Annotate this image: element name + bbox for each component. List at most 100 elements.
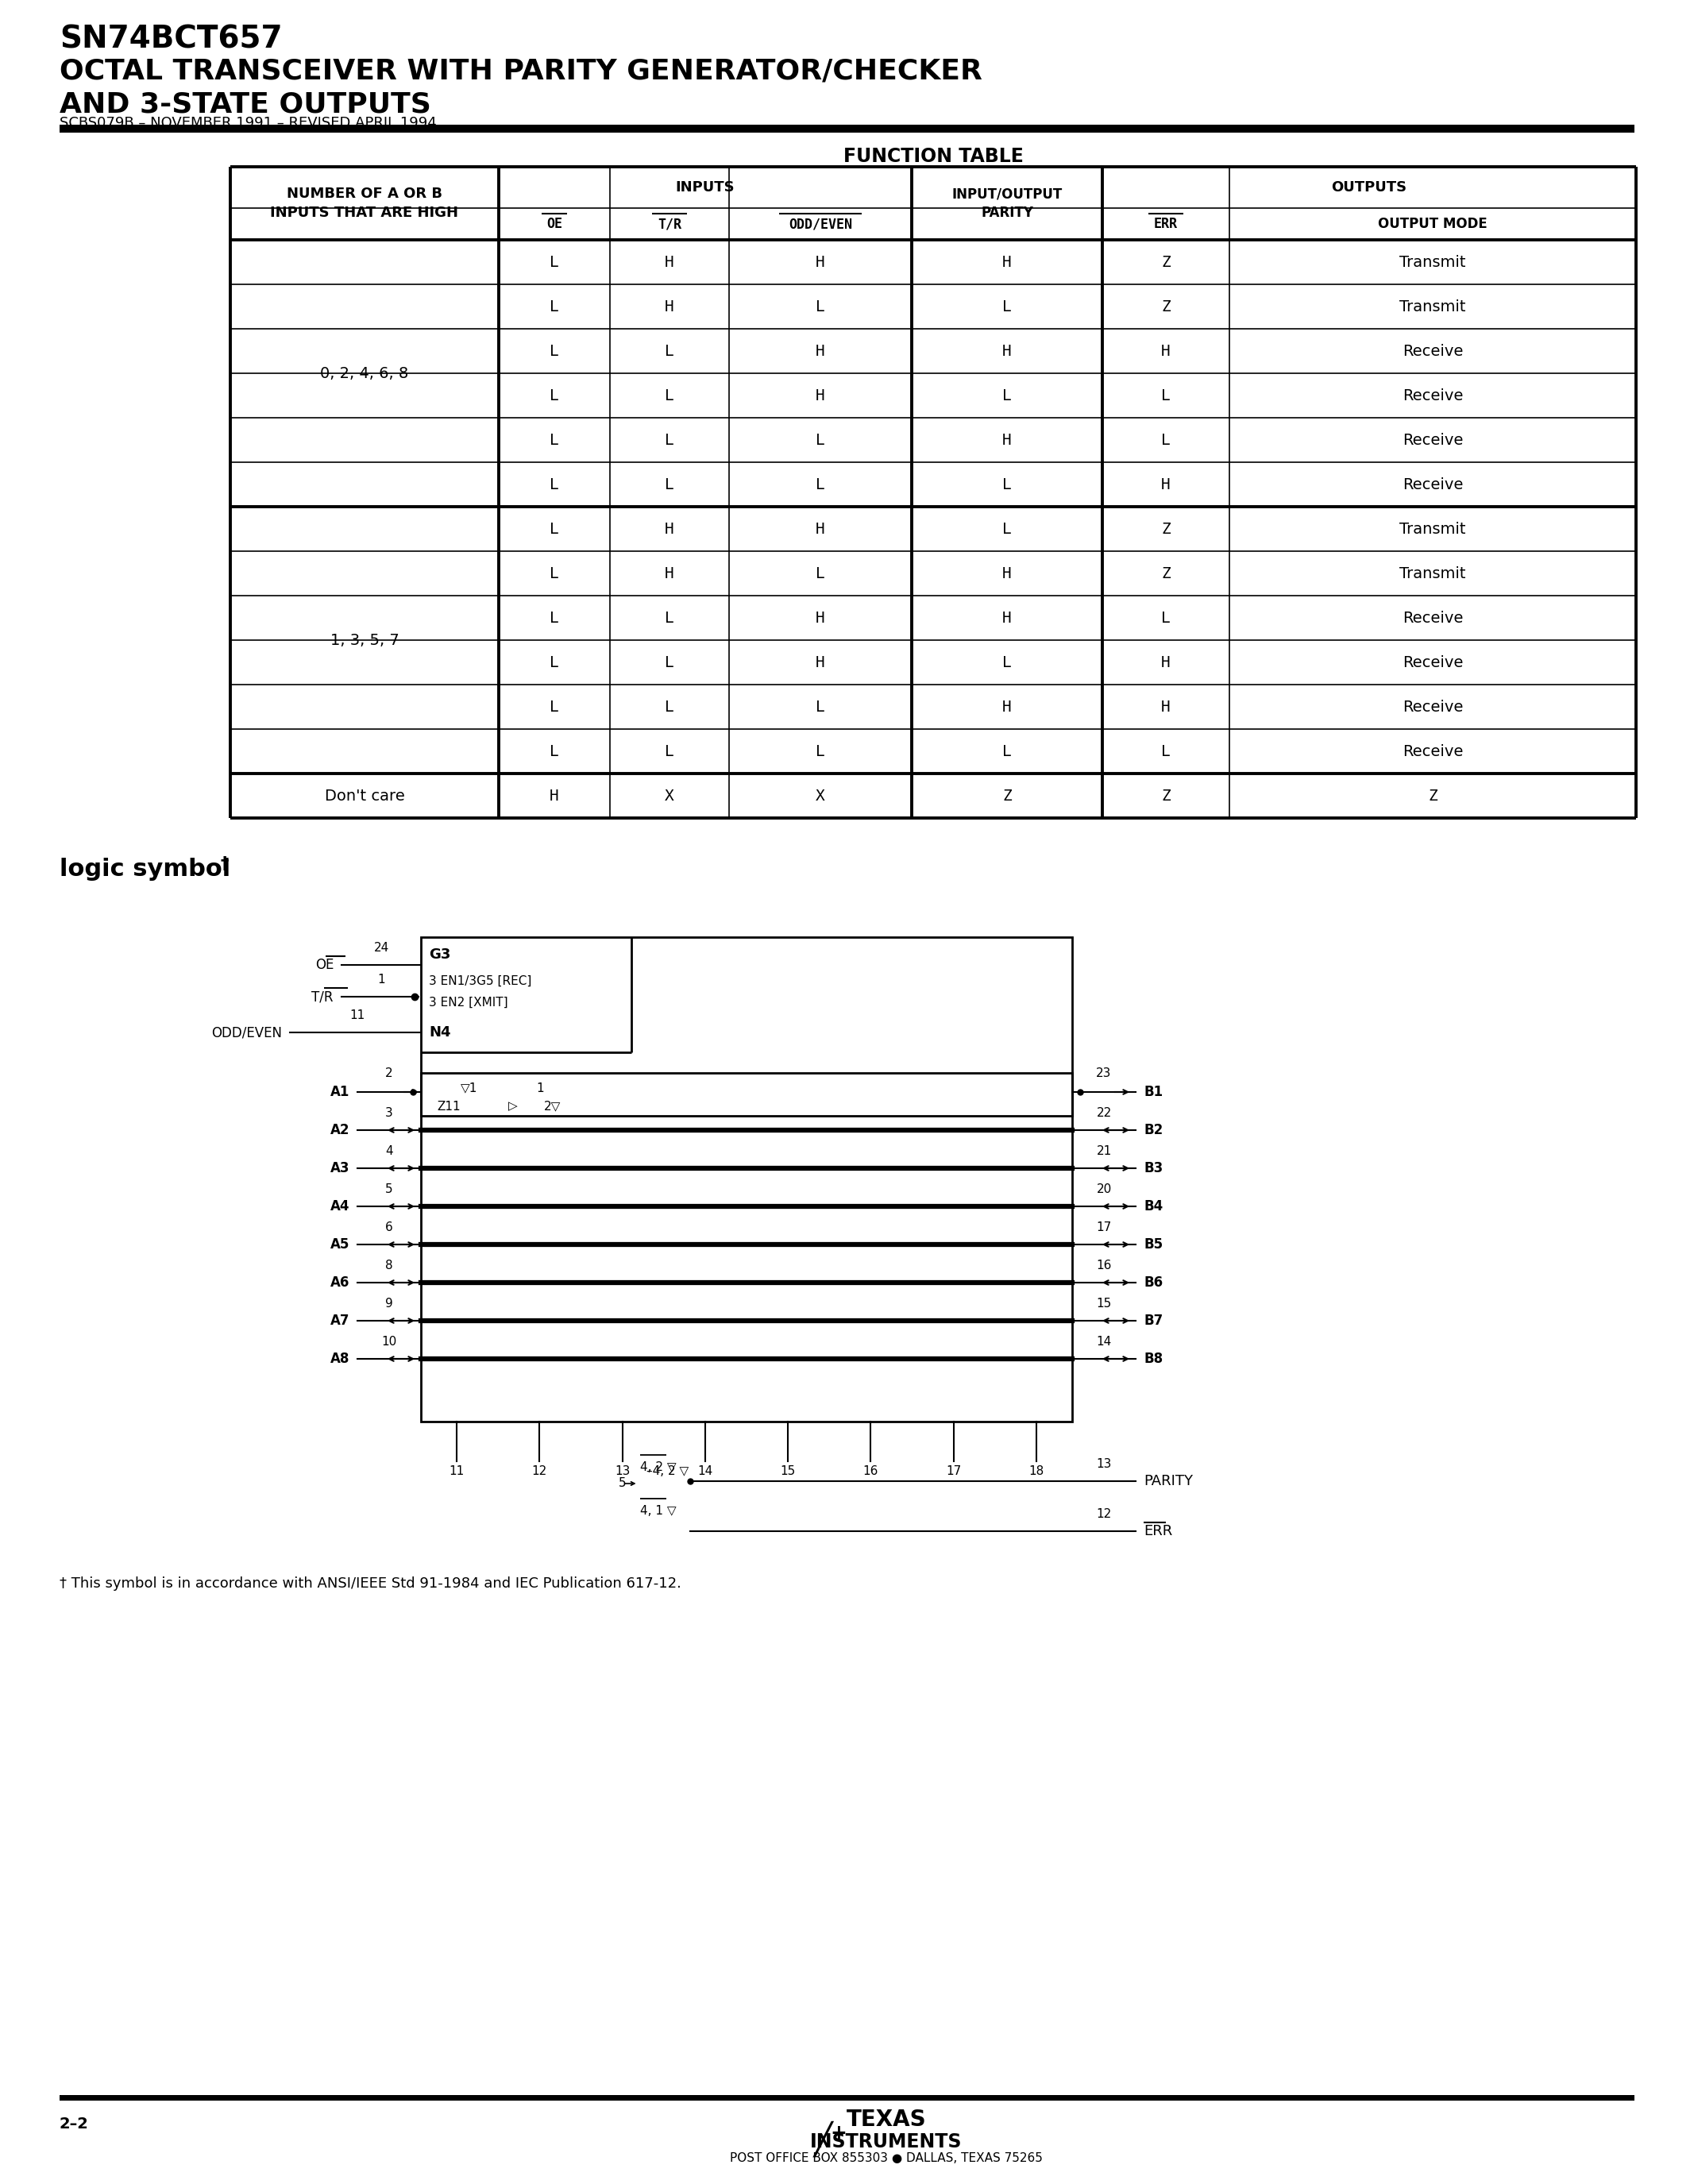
Text: L: L (549, 389, 559, 404)
Text: Transmit: Transmit (1399, 299, 1465, 314)
Text: 5: 5 (385, 1184, 393, 1195)
Text: B7: B7 (1143, 1313, 1162, 1328)
Text: +: + (830, 2123, 847, 2143)
Text: L: L (1003, 655, 1011, 670)
Text: L: L (1003, 745, 1011, 758)
Text: PARITY: PARITY (981, 205, 1033, 221)
Text: B5: B5 (1143, 1238, 1162, 1251)
Text: L: L (664, 609, 674, 625)
Text: B6: B6 (1143, 1275, 1162, 1291)
Text: 2▽: 2▽ (544, 1101, 561, 1112)
Text: B2: B2 (1143, 1123, 1162, 1138)
Text: 23: 23 (1096, 1068, 1111, 1079)
Text: X: X (664, 788, 674, 804)
Text: L: L (817, 299, 825, 314)
Text: Receive: Receive (1403, 745, 1464, 758)
Text: SCBS079B – NOVEMBER 1991 – REVISED APRIL 1994: SCBS079B – NOVEMBER 1991 – REVISED APRIL… (59, 116, 437, 131)
Text: 13: 13 (1096, 1459, 1111, 1470)
Text: Receive: Receive (1403, 389, 1464, 404)
Text: † This symbol is in accordance with ANSI/IEEE Std 91-1984 and IEC Publication 61: † This symbol is in accordance with ANSI… (59, 1577, 681, 1590)
Text: 3: 3 (385, 1107, 393, 1118)
Text: H: H (817, 655, 825, 670)
Text: L: L (1003, 299, 1011, 314)
Text: L: L (1003, 476, 1011, 491)
Text: ERR: ERR (1154, 216, 1177, 232)
Text: 1, 3, 5, 7: 1, 3, 5, 7 (330, 633, 400, 649)
Text: Receive: Receive (1403, 432, 1464, 448)
Text: Z: Z (1160, 566, 1171, 581)
Text: Transmit: Transmit (1399, 566, 1465, 581)
Text: 1: 1 (378, 974, 385, 985)
Text: H: H (817, 256, 825, 269)
Text: Receive: Receive (1403, 699, 1464, 714)
Bar (59, 124, 1635, 133)
Text: ▽1: ▽1 (461, 1081, 478, 1094)
Text: 0, 2, 4, 6, 8: 0, 2, 4, 6, 8 (320, 365, 408, 380)
Text: 5: 5 (618, 1479, 627, 1489)
Text: L: L (664, 389, 674, 404)
Text: H: H (1003, 566, 1011, 581)
Text: B1: B1 (1143, 1085, 1162, 1099)
Text: 9: 9 (385, 1297, 393, 1310)
Text: B4: B4 (1143, 1199, 1162, 1214)
Text: 13: 13 (615, 1465, 630, 1476)
Text: Z: Z (1003, 788, 1011, 804)
Text: H: H (1160, 655, 1171, 670)
Text: –4, 2 ▽: –4, 2 ▽ (645, 1465, 688, 1476)
Text: L: L (817, 432, 825, 448)
Text: ODD/EVEN: ODD/EVEN (212, 1024, 281, 1040)
Text: L: L (549, 299, 559, 314)
Bar (59, 2094, 1635, 2101)
Text: L: L (549, 566, 559, 581)
Text: NUMBER OF A OR B: NUMBER OF A OR B (286, 186, 442, 201)
Text: Z: Z (1160, 788, 1171, 804)
Text: 14: 14 (698, 1465, 713, 1476)
Text: INPUTS THAT ARE HIGH: INPUTS THAT ARE HIGH (271, 205, 459, 221)
Text: H: H (664, 566, 674, 581)
Text: L: L (1160, 389, 1171, 404)
Text: L: L (664, 699, 674, 714)
Bar (420, 1072, 1072, 1116)
Text: 12: 12 (532, 1465, 547, 1476)
Text: L: L (664, 476, 674, 491)
Text: G3: G3 (429, 948, 451, 961)
Text: 17: 17 (1096, 1221, 1111, 1234)
Text: B3: B3 (1143, 1162, 1162, 1175)
Text: SN74BCT657: SN74BCT657 (59, 24, 283, 55)
Text: ERR: ERR (1143, 1524, 1172, 1538)
Text: 11: 11 (349, 1009, 364, 1022)
Text: 8: 8 (385, 1260, 393, 1271)
Text: OUTPUTS: OUTPUTS (1331, 181, 1408, 194)
Text: L: L (1003, 389, 1011, 404)
Text: L: L (549, 745, 559, 758)
Text: L: L (549, 609, 559, 625)
Text: A6: A6 (330, 1275, 349, 1291)
Text: 18: 18 (1028, 1465, 1044, 1476)
Text: 22: 22 (1096, 1107, 1111, 1118)
Text: L: L (817, 476, 825, 491)
Text: H: H (1003, 432, 1011, 448)
Text: H: H (817, 522, 825, 537)
Text: H: H (664, 522, 674, 537)
Text: L: L (817, 566, 825, 581)
Text: A3: A3 (330, 1162, 349, 1175)
Text: OUTPUT MODE: OUTPUT MODE (1377, 216, 1487, 232)
Text: 10: 10 (381, 1337, 396, 1348)
Text: 6: 6 (385, 1221, 393, 1234)
Text: PARITY: PARITY (1143, 1474, 1193, 1487)
Text: L: L (817, 745, 825, 758)
Text: POST OFFICE BOX 855303 ● DALLAS, TEXAS 75265: POST OFFICE BOX 855303 ● DALLAS, TEXAS 7… (730, 2151, 1044, 2164)
Text: 17: 17 (945, 1465, 960, 1476)
Text: AND 3-STATE OUTPUTS: AND 3-STATE OUTPUTS (59, 90, 432, 118)
Text: 12: 12 (1096, 1509, 1111, 1520)
Text: L: L (1160, 745, 1171, 758)
Text: Receive: Receive (1403, 476, 1464, 491)
Text: 3 EN1/3G5 [REC]: 3 EN1/3G5 [REC] (429, 974, 532, 987)
Text: A5: A5 (330, 1238, 349, 1251)
Text: L: L (664, 655, 674, 670)
Text: Z: Z (1160, 299, 1171, 314)
Text: 4, 1 ▽: 4, 1 ▽ (640, 1505, 676, 1518)
Text: H: H (1003, 256, 1011, 269)
Text: Z: Z (1160, 256, 1171, 269)
Text: FUNCTION TABLE: FUNCTION TABLE (844, 146, 1023, 166)
